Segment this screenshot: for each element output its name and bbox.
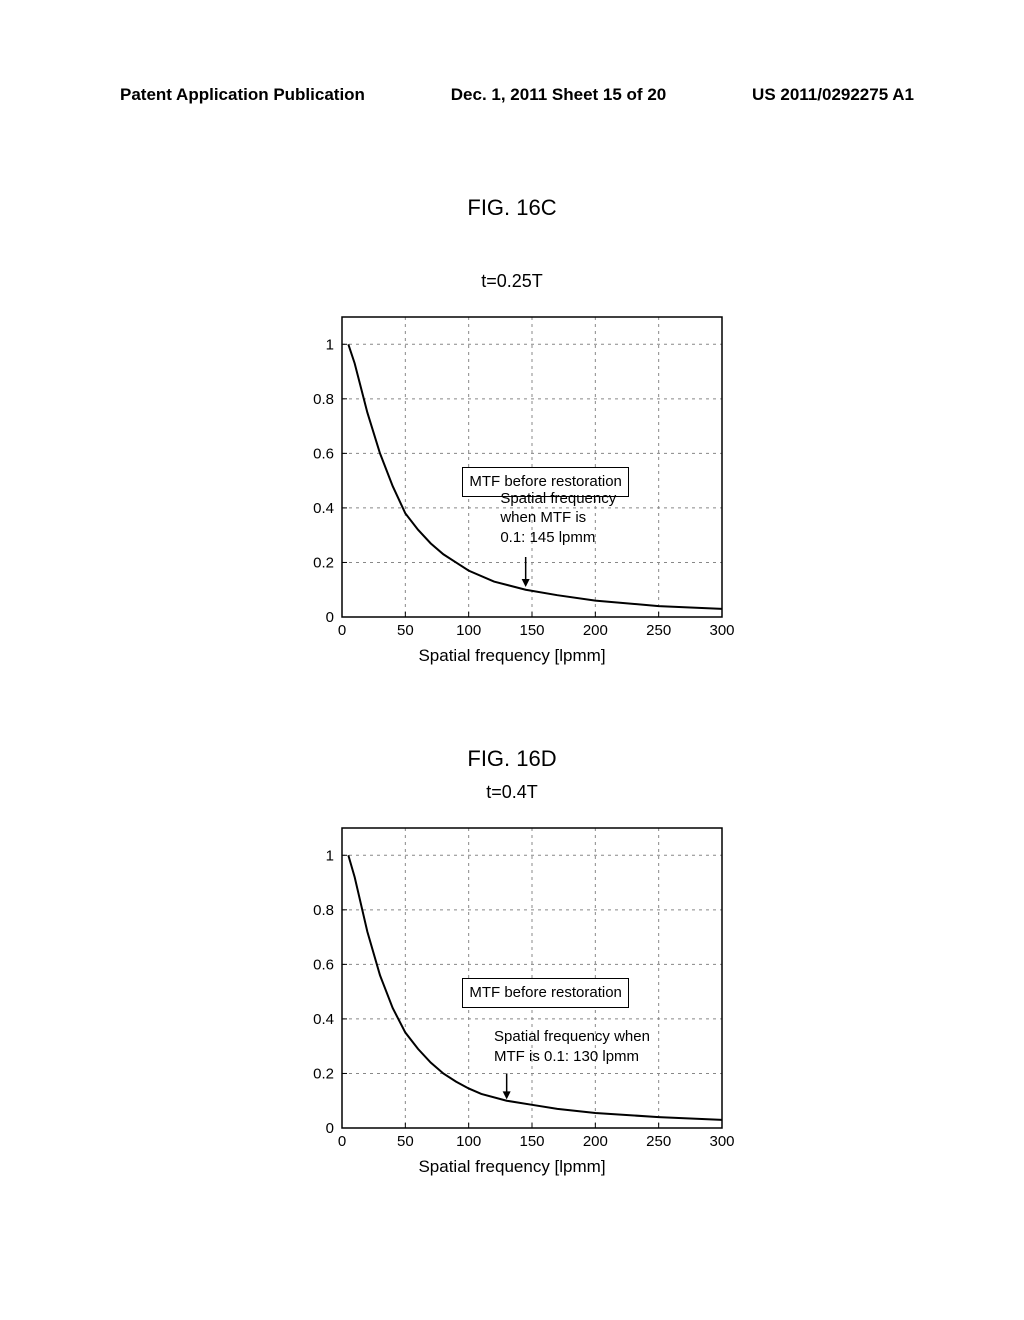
legend-box: MTF before restoration [462, 978, 629, 1008]
annotation-text: Spatial frequency whenMTF is 0.1: 130 lp… [494, 1027, 650, 1066]
x-tick-label: 150 [519, 622, 544, 639]
y-tick-label: 0 [326, 1120, 334, 1137]
figure-subtitle: t=0.4T [0, 782, 1024, 803]
x-tick-label: 0 [338, 622, 346, 639]
annotation-text: Spatial frequencywhen MTF is0.1: 145 lpm… [500, 489, 616, 548]
x-tick-label: 0 [338, 1133, 346, 1150]
page-header: Patent Application Publication Dec. 1, 2… [0, 0, 1024, 105]
y-tick-label: 0.2 [313, 1065, 334, 1082]
x-tick-label: 300 [709, 1133, 734, 1150]
x-tick-label: 200 [583, 1133, 608, 1150]
y-tick-label: 0.8 [313, 902, 334, 919]
x-tick-label: 100 [456, 1133, 481, 1150]
header-center: Dec. 1, 2011 Sheet 15 of 20 [451, 85, 666, 105]
x-tick-label: 250 [646, 1133, 671, 1150]
y-tick-label: 0.4 [313, 1011, 334, 1028]
x-tick-label: 50 [397, 1133, 414, 1150]
chart-16c: 05010015020025030000.20.40.60.81MTF befo… [287, 302, 737, 642]
x-tick-label: 300 [709, 622, 734, 639]
y-tick-label: 1 [326, 336, 334, 353]
figure-16d: FIG. 16D t=0.4T 0 50 100 150 200 250 300 0 0.2 0.… [0, 746, 1024, 1177]
x-axis-label: Spatial frequency [lpmm] [0, 646, 1024, 666]
header-left: Patent Application Publication [120, 85, 365, 105]
y-tick-label: 0.6 [313, 956, 334, 973]
chart-16d: 0 50 100 150 200 250 300 0 0.2 0.4 0.6 0.8 1 MTF befo… [287, 813, 737, 1153]
y-tick-label: 1 [326, 847, 334, 864]
y-tick-label: 0.8 [313, 391, 334, 408]
x-tick-label: 50 [397, 622, 414, 639]
figure-title: FIG. 16C [0, 195, 1024, 221]
y-tick-label: 0.4 [313, 500, 334, 517]
y-tick-label: 0.6 [313, 445, 334, 462]
x-axis-label: Spatial frequency [lpmm] [0, 1157, 1024, 1177]
x-tick-label: 100 [456, 622, 481, 639]
x-tick-label: 150 [519, 1133, 544, 1150]
header-right: US 2011/0292275 A1 [752, 85, 914, 105]
y-tick-label: 0.2 [313, 554, 334, 571]
figure-title: FIG. 16D [0, 746, 1024, 772]
figure-subtitle: t=0.25T [0, 271, 1024, 292]
x-tick-label: 250 [646, 622, 671, 639]
x-tick-label: 200 [583, 622, 608, 639]
figure-16c: FIG. 16C t=0.25T 0 50 100 150 200 250 300 0 0.2 0… [0, 195, 1024, 666]
y-tick-label: 0 [326, 609, 334, 626]
